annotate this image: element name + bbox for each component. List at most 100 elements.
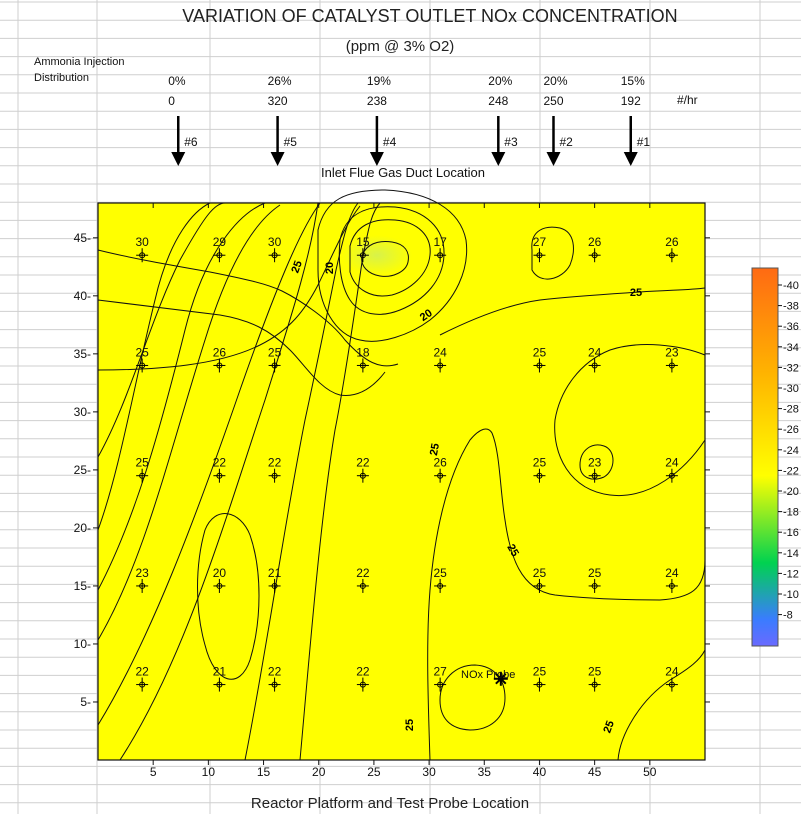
point-marker-ring — [668, 472, 675, 479]
point-value: 25 — [135, 345, 149, 359]
nozzle-id: #6 — [184, 135, 198, 149]
nozzle-id: #2 — [559, 135, 573, 149]
point-value: 26 — [665, 235, 679, 249]
y-tick-label: 45- — [74, 231, 91, 245]
nozzle-rate: 248 — [488, 94, 508, 108]
injection-arrow-head — [623, 152, 638, 166]
nozzle-percent: 19% — [367, 74, 391, 88]
point-value: 29 — [213, 235, 227, 249]
point-value: 24 — [665, 456, 679, 470]
point-value: 25 — [533, 345, 547, 359]
low-concentration-zone — [342, 235, 413, 276]
colorbar-tick-label: -38 — [783, 301, 799, 313]
point-value: 25 — [268, 345, 282, 359]
point-value: 20 — [213, 566, 227, 580]
point-value: 24 — [665, 566, 679, 580]
point-value: 21 — [268, 566, 282, 580]
point-marker-ring — [216, 582, 223, 589]
injection-arrow-head — [491, 152, 506, 166]
point-value: 22 — [356, 665, 370, 679]
colorbar: -40 -38 -36 -34 -32 -30 -28 -26 -24 -22 -20 -18 -16 -… — [751, 267, 799, 647]
x-tick-label: 5 — [150, 765, 157, 779]
point-value: 25 — [135, 456, 149, 470]
contour-lines: 25 20 20 25 25 25 25 25 — [97, 189, 706, 761]
point-marker-ring — [668, 362, 675, 369]
point-marker-ring — [536, 681, 543, 688]
point-marker-ring — [437, 362, 444, 369]
point-marker-ring — [216, 472, 223, 479]
point-value: 23 — [588, 456, 602, 470]
contour-label: 20 — [418, 307, 435, 324]
point-marker-ring — [271, 252, 278, 259]
inlet-duct-label: Inlet Flue Gas Duct Location — [321, 165, 485, 180]
contour-label: 25 — [504, 542, 521, 559]
point-marker-ring — [271, 582, 278, 589]
point-value: 22 — [356, 456, 370, 470]
point-marker-ring — [668, 252, 675, 259]
injection-arrow-head — [270, 152, 285, 166]
point-value: 25 — [533, 456, 547, 470]
point-marker-ring — [536, 582, 543, 589]
contour-label: 20 — [324, 262, 336, 274]
point-marker-ring — [536, 252, 543, 259]
point-value: 25 — [533, 566, 547, 580]
point-value: 15 — [356, 235, 370, 249]
contour-line — [119, 202, 319, 761]
y-tick-label: 5- — [80, 695, 91, 709]
contour-line — [97, 204, 281, 641]
point-marker-ring — [216, 681, 223, 688]
contour-line — [427, 428, 706, 761]
nozzle-percent: 15% — [621, 74, 645, 88]
point-marker-ring — [216, 252, 223, 259]
x-tick-label: 25 — [367, 765, 381, 779]
nozzle-percent: 20% — [488, 74, 512, 88]
nozzle-percent: 0% — [168, 74, 186, 88]
point-marker-ring — [139, 252, 146, 259]
point-value: 26 — [433, 456, 447, 470]
y-tick-label: 15- — [74, 579, 91, 593]
point-marker-ring — [139, 681, 146, 688]
point-value: 25 — [588, 665, 602, 679]
y-tick-label: 10- — [74, 637, 91, 651]
point-marker-ring — [437, 582, 444, 589]
colorbar-tick-label: -16 — [783, 527, 799, 539]
point-value: 27 — [533, 235, 547, 249]
colorbar-tick-label: -14 — [783, 548, 799, 560]
axes: 5 10 15 20 25 30 35 40 45 50 5- 10- 15- 20- 25- 30- 35- 4… — [74, 203, 710, 779]
injection-nozzles: 0% 0 #6 26% 320 #5 19% 238 #4 20% 248 #3 20% 250 #2 15%… — [168, 74, 650, 166]
bottom-axis-label: Reactor Platform and Test Probe Location — [251, 795, 529, 812]
y-tick-label: 30- — [74, 405, 91, 419]
point-value: 26 — [588, 235, 602, 249]
point-marker-ring — [591, 472, 598, 479]
contour-24 — [554, 344, 706, 497]
colorbar-tick-label: -40 — [783, 280, 799, 292]
point-marker-ring — [359, 362, 366, 369]
point-value: 23 — [135, 566, 149, 580]
point-value: 22 — [135, 665, 149, 679]
injection-arrow-head — [171, 152, 186, 166]
contour-line — [97, 202, 321, 726]
injection-arrow-head — [546, 152, 561, 166]
nozzle-id: #1 — [637, 135, 651, 149]
contour-25-lower-right — [617, 649, 706, 761]
contour-line — [97, 299, 386, 396]
x-tick-label: 35 — [478, 765, 492, 779]
point-marker-ring — [591, 681, 598, 688]
point-marker-ring — [139, 472, 146, 479]
point-value: 25 — [433, 566, 447, 580]
point-marker-ring — [139, 582, 146, 589]
nozzle-id: #5 — [284, 135, 298, 149]
concentration-shading — [342, 235, 413, 276]
nox-probe-marker — [493, 671, 508, 686]
nozzle-id: #4 — [383, 135, 397, 149]
point-marker-ring — [359, 472, 366, 479]
probe-label: NOx Probe — [461, 669, 515, 681]
point-marker-ring — [536, 362, 543, 369]
point-marker-ring — [216, 362, 223, 369]
point-value: 26 — [213, 345, 227, 359]
colorbar-tick-label: -20 — [783, 486, 799, 498]
injection-arrow-head — [369, 152, 384, 166]
contour-label: 25 — [428, 442, 442, 456]
contour-20 — [317, 189, 468, 342]
point-marker-ring — [359, 681, 366, 688]
